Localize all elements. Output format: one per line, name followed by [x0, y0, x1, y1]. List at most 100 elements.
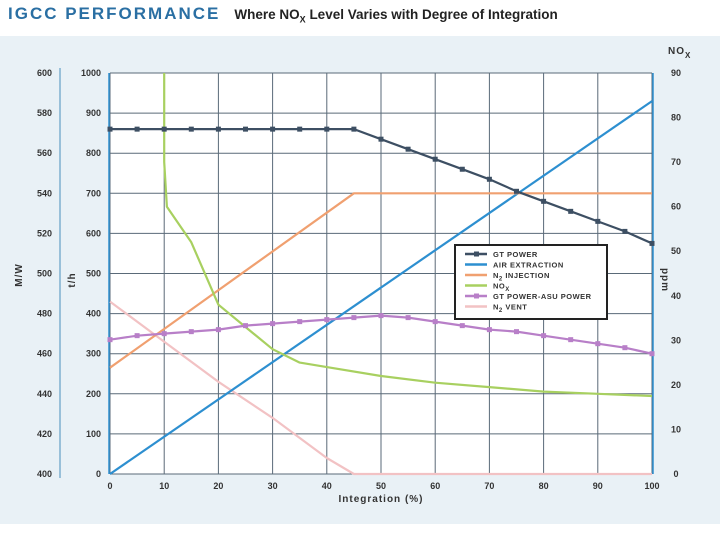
legend-label-sub: X — [505, 287, 510, 293]
data-point — [297, 319, 303, 325]
legend-entry: GT POWER — [465, 250, 538, 259]
legend-label-rest: VENT — [503, 303, 528, 312]
mw-tick-label: 440 — [37, 389, 52, 399]
legend-label-main: GT POWER-ASU POWER — [493, 292, 592, 301]
legend-label: N2 VENT — [493, 303, 527, 315]
data-point — [622, 345, 628, 351]
mw-tick-label: 520 — [37, 228, 52, 238]
x-tick-label: 0 — [107, 481, 112, 491]
data-point — [568, 337, 574, 343]
legend-label-main: N — [493, 271, 499, 280]
ppm-tick-label: 50 — [671, 246, 681, 256]
x-tick-label: 10 — [159, 481, 169, 491]
series-line — [109, 100, 653, 475]
x-tick-label: 30 — [268, 481, 278, 491]
data-point — [595, 341, 601, 347]
data-point — [270, 126, 276, 132]
legend-label: GT POWER-ASU POWER — [493, 292, 592, 301]
legend-label: AIR EXTRACTION — [493, 261, 564, 270]
data-point — [514, 329, 519, 335]
data-point — [188, 329, 194, 335]
data-point — [270, 321, 276, 327]
series-nox — [163, 73, 653, 398]
chart-subtitle: Where NOX Level Varies with Degree of In… — [234, 7, 557, 25]
legend-entry: GT POWER-ASU POWER — [465, 292, 592, 301]
x-tick-label: 50 — [376, 481, 386, 491]
ppm-axis-label: ppm — [659, 268, 670, 292]
th-tick-label: 200 — [86, 389, 101, 399]
data-point — [243, 323, 248, 329]
data-point — [649, 240, 655, 246]
legend-label-main: GT POWER — [493, 250, 538, 259]
data-point — [649, 351, 655, 357]
data-point — [405, 146, 411, 152]
legend-entry: N2 VENT — [465, 303, 527, 315]
ppm-tick-label: 60 — [671, 202, 681, 212]
series-air-extraction — [109, 100, 653, 475]
legend-label-main: N — [493, 303, 499, 312]
th-tick-label: 700 — [86, 188, 101, 198]
ppm-axis-title-sub: X — [685, 51, 691, 60]
mw-tick-label: 420 — [37, 429, 52, 439]
data-point — [432, 156, 438, 162]
mw-tick-label: 480 — [37, 309, 52, 319]
brand-title: IGCC PERFORMANCE — [8, 4, 221, 23]
legend-label: N2 INJECTION — [493, 271, 550, 283]
data-point — [161, 331, 167, 337]
legend-marker — [474, 293, 479, 299]
th-tick-label: 600 — [86, 228, 101, 238]
th-tick-label: 0 — [96, 469, 101, 479]
data-point — [215, 126, 221, 132]
th-tick-label: 500 — [86, 269, 101, 279]
data-point — [595, 218, 601, 224]
data-point — [514, 188, 519, 194]
data-point — [324, 317, 330, 323]
mw-tick-label: 460 — [37, 349, 52, 359]
legend-label-main: AIR EXTRACTION — [493, 261, 564, 270]
data-point — [622, 228, 628, 234]
data-point — [243, 126, 248, 132]
x-tick-label: 60 — [430, 481, 440, 491]
ppm-tick-label: 40 — [671, 291, 681, 301]
x-tick-label: 20 — [213, 481, 223, 491]
x-tick-label: 90 — [593, 481, 603, 491]
data-point — [378, 136, 384, 142]
legend-label-sub: 2 — [499, 308, 503, 314]
mw-tick-label: 400 — [37, 469, 52, 479]
ppm-axis-title-main: NO — [668, 46, 685, 57]
ppm-tick-label: 90 — [671, 68, 681, 78]
mw-tick-label: 600 — [37, 68, 52, 78]
data-point — [107, 126, 113, 132]
data-point — [459, 323, 465, 329]
th-tick-label: 900 — [86, 108, 101, 118]
legend-entry: AIR EXTRACTION — [465, 261, 564, 270]
subtitle-sub: X — [299, 14, 306, 25]
data-point — [541, 198, 547, 204]
data-point — [134, 333, 140, 339]
data-point — [378, 313, 384, 319]
x-tick-labels: 0 10 20 30 40 50 60 70 80 90 100 — [107, 481, 659, 491]
series-gt-power-asu-power — [107, 313, 655, 357]
ppm-tick-label: 30 — [671, 335, 681, 345]
data-point — [134, 126, 140, 132]
legend-marker — [474, 251, 479, 257]
series-line — [109, 192, 652, 369]
x-tick-label: 100 — [644, 481, 659, 491]
series-line — [163, 73, 653, 398]
x-tick-label: 80 — [539, 481, 549, 491]
legend-label-sub: 2 — [499, 277, 503, 283]
x-tick-label: 40 — [322, 481, 332, 491]
th-tick-label: 1000 — [81, 68, 101, 78]
series-n2-vent — [109, 300, 652, 476]
x-axis-label: Integration (%) — [339, 494, 424, 505]
series-line — [109, 300, 652, 476]
th-tick-label: 800 — [86, 148, 101, 158]
subtitle-post: Level Varies with Degree of Integration — [305, 7, 558, 22]
mw-tick-label: 540 — [37, 188, 52, 198]
x-tick-label: 70 — [484, 481, 494, 491]
ppm-axis-title: NOX — [668, 46, 691, 60]
legend-label: NOX — [493, 282, 510, 294]
th-axis-label: t/h — [67, 272, 78, 287]
